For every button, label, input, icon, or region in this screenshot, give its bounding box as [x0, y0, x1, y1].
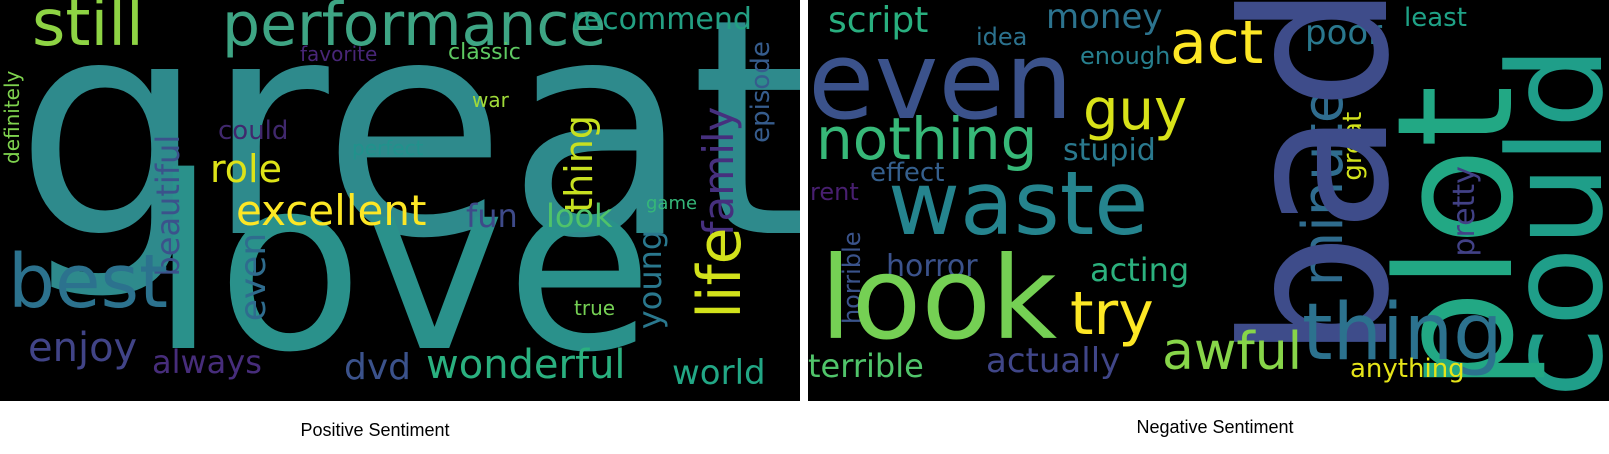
cloud-word-idea: idea — [976, 23, 1028, 51]
cloud-word-even: even — [808, 19, 1074, 144]
cloud-word-true: true — [574, 296, 616, 320]
cloud-word-dvd: dvd — [344, 347, 412, 388]
cloud-word-terrible: terrible — [808, 347, 924, 385]
cloud-word-still: still — [32, 0, 144, 61]
cloud-word-episode: episode — [746, 41, 776, 143]
cloud-word-guy: guy — [1083, 78, 1188, 143]
cloud-word-try: try — [1070, 279, 1154, 349]
cloud-word-best: best — [8, 239, 169, 325]
cloud-word-rent: rent — [810, 178, 859, 206]
cloud-word-poor: poor — [1305, 13, 1383, 53]
cloud-word-even: even — [233, 232, 274, 322]
cloud-word-performance: performance — [222, 0, 607, 60]
cloud-word-classic: classic — [448, 40, 521, 65]
cloud-word-always: always — [152, 343, 262, 381]
cloud-word-stupid: stupid — [1063, 133, 1156, 168]
cloud-word-enjoy: enjoy — [28, 325, 138, 371]
cloud-word-least: least — [1404, 3, 1467, 33]
cloud-word-perfect: perfect — [352, 136, 424, 160]
negative-word-cloud: script money idea enough act poor least could ev… — [808, 0, 1609, 401]
cloud-word-love: love — [150, 125, 654, 401]
positive-word-cloud: great love still performance recommend favori… — [0, 0, 800, 401]
cloud-word-definitely: definitely — [0, 70, 24, 164]
cloud-word-young: young — [631, 229, 669, 330]
cloud-word-acting: acting — [1090, 251, 1190, 289]
cloud-word-life: life — [685, 227, 755, 319]
negative-caption: Negative Sentiment — [1136, 417, 1294, 437]
cloud-word-nothing: nothing — [816, 105, 1038, 173]
cloud-word-fun: fun — [466, 197, 518, 235]
cloud-word-world: world — [672, 353, 766, 393]
cloud-word-anything: anything — [1350, 354, 1465, 384]
cloud-word-could: could — [218, 116, 289, 146]
cloud-word-pretty: pretty — [1447, 166, 1482, 257]
cloud-word-game: game — [646, 193, 698, 214]
cloud-word-money: money — [1046, 0, 1163, 37]
cloud-word-wonderful: wonderful — [426, 342, 626, 388]
cloud-word-role: role — [210, 147, 282, 191]
cloud-word-great: great — [15, 0, 800, 304]
cloud-word-enough: enough — [1080, 42, 1171, 70]
cloud-word-effect: effect — [870, 158, 945, 188]
cloud-word-favorite: favorite — [300, 42, 378, 66]
cloud-word-horror: horror — [886, 249, 978, 284]
cloud-word-act: act — [1170, 8, 1264, 78]
cloud-word-excellent: excellent — [236, 186, 427, 235]
positive-caption: Positive Sentiment — [300, 420, 450, 440]
cloud-word-recommend: recommend — [572, 2, 752, 37]
cloud-word-script: script — [828, 0, 929, 41]
cloud-word-thing: thing — [1302, 288, 1503, 378]
cloud-word-actually: actually — [986, 341, 1121, 381]
cloud-word-waste: waste — [888, 152, 1149, 255]
cloud-word-war: war — [472, 88, 509, 112]
cloud-word-family: family — [694, 106, 743, 237]
cloud-word-awful: awful — [1162, 322, 1303, 382]
cloud-word-look: look — [546, 197, 613, 235]
cloud-word-look: look — [820, 232, 1058, 365]
